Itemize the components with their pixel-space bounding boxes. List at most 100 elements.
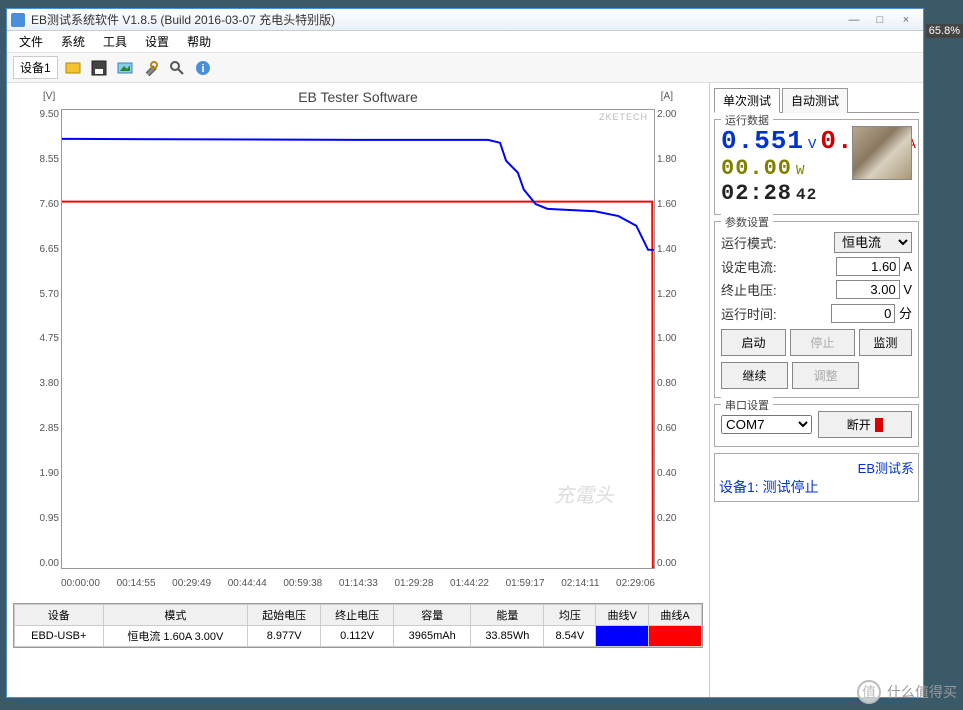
result-table: 设备模式起始电压终止电压容量能量均压曲线V曲线A EBD-USB+ 恒电流 1.… [13, 603, 703, 648]
main-window: EB测试系统软件 V1.8.5 (Build 2016-03-07 充电头特别版… [6, 8, 924, 698]
adjust-button[interactable]: 调整 [792, 362, 859, 389]
svg-text:i: i [201, 63, 204, 75]
chart-panel: EB Tester Software [V] [A] 9.508.557.606… [7, 83, 709, 697]
disconnect-button[interactable]: 断开 [818, 411, 913, 438]
table-header: 容量 [394, 605, 471, 626]
chart-title: EB Tester Software [298, 89, 418, 105]
x-tick: 00:29:49 [172, 578, 211, 589]
yr-tick: 0.40 [657, 468, 685, 479]
run-data-title: 运行数据 [721, 112, 773, 128]
run-time-unit: 分 [899, 306, 912, 321]
end-voltage-unit: V [903, 282, 912, 297]
app-icon [11, 13, 25, 27]
overlay-badge: 65.8% [926, 24, 963, 38]
image-icon[interactable] [114, 57, 136, 79]
run-data-group: 运行数据 0.551 V 0.000 A 00.00 W 02:28 42 [714, 119, 919, 215]
tools-icon[interactable] [140, 57, 162, 79]
menubar: 文件 系统 工具 设置 帮助 [7, 31, 923, 53]
cell-avgv: 8.54V [544, 626, 596, 647]
device-tab[interactable]: 设备1 [13, 56, 58, 79]
set-current-unit: A [903, 259, 912, 274]
table-header: 均压 [544, 605, 596, 626]
menu-settings[interactable]: 设置 [137, 31, 177, 52]
footer-logo: 值 什么值得买 [857, 680, 957, 704]
param-group: 参数设置 运行模式: 恒电流 设定电流: A 终止电压: V 运行时间: 分 [714, 221, 919, 398]
serial-title: 串口设置 [721, 397, 773, 413]
start-button[interactable]: 启动 [721, 329, 786, 356]
info-icon[interactable]: i [192, 57, 214, 79]
time-sec: 42 [796, 186, 817, 204]
yl-tick: 1.90 [31, 468, 59, 479]
cat-image [852, 126, 912, 180]
x-tick: 00:44:44 [228, 578, 267, 589]
cell-capacity: 3965mAh [394, 626, 471, 647]
yr-tick: 0.60 [657, 423, 685, 434]
power-readout: 00.00 [721, 156, 792, 181]
titlebar[interactable]: EB测试系统软件 V1.8.5 (Build 2016-03-07 充电头特别版… [7, 9, 923, 31]
table-header: 能量 [471, 605, 544, 626]
status-line: 设备1: 测试停止 [719, 477, 914, 497]
cell-curve-v [596, 626, 649, 647]
maximize-button[interactable]: □ [867, 11, 893, 29]
toolbar: 设备1 i [7, 53, 923, 83]
minimize-button[interactable]: — [841, 11, 867, 29]
window-title: EB测试系统软件 V1.8.5 (Build 2016-03-07 充电头特别版… [31, 11, 335, 28]
cell-endv: 0.112V [321, 626, 394, 647]
x-tick: 00:59:38 [283, 578, 322, 589]
cell-startv: 8.977V [248, 626, 321, 647]
menu-system[interactable]: 系统 [53, 31, 93, 52]
yr-tick: 1.20 [657, 289, 685, 300]
run-time-label: 运行时间: [721, 304, 777, 323]
mode-select[interactable]: 恒电流 [834, 232, 912, 253]
end-voltage-input[interactable] [836, 280, 900, 299]
tab-auto-test[interactable]: 自动测试 [782, 88, 848, 113]
yr-tick: 2.00 [657, 109, 685, 120]
yl-tick: 7.60 [31, 199, 59, 210]
voltage-readout: 0.551 [721, 126, 804, 156]
table-header: 起始电压 [248, 605, 321, 626]
power-unit: W [796, 163, 804, 179]
table-header: 曲线A [649, 605, 702, 626]
voltage-unit: V [808, 137, 816, 153]
yl-tick: 0.95 [31, 513, 59, 524]
monitor-button[interactable]: 监测 [859, 329, 912, 356]
cell-mode: 恒电流 1.60A 3.00V [103, 626, 248, 647]
x-tick: 00:00:00 [61, 578, 100, 589]
yr-tick: 1.60 [657, 199, 685, 210]
watermark-zketech: ZKETECH [599, 112, 648, 122]
x-tick: 01:29:28 [394, 578, 433, 589]
x-tick: 01:59:17 [506, 578, 545, 589]
close-button[interactable]: × [893, 11, 919, 29]
table-header: 模式 [103, 605, 248, 626]
com-port-select[interactable]: COM7 [721, 415, 812, 434]
open-icon[interactable] [62, 57, 84, 79]
table-header: 终止电压 [321, 605, 394, 626]
plot-area: ZKETECH 充電头 [61, 109, 655, 569]
yl-tick: 3.80 [31, 378, 59, 389]
menu-help[interactable]: 帮助 [179, 31, 219, 52]
yl-tick: 0.00 [31, 558, 59, 569]
y-right-unit: [A] [661, 91, 673, 102]
yr-tick: 1.40 [657, 244, 685, 255]
menu-tool[interactable]: 工具 [95, 31, 135, 52]
x-tick: 01:44:22 [450, 578, 489, 589]
serial-group: 串口设置 COM7 断开 [714, 404, 919, 447]
footer-logo-icon: 值 [857, 680, 881, 704]
continue-button[interactable]: 继续 [721, 362, 788, 389]
save-icon[interactable] [88, 57, 110, 79]
x-tick: 02:14:11 [561, 578, 599, 589]
yr-tick: 0.20 [657, 513, 685, 524]
set-current-input[interactable] [836, 257, 900, 276]
search-icon[interactable] [166, 57, 188, 79]
yl-tick: 6.65 [31, 244, 59, 255]
table-header: 曲线V [596, 605, 649, 626]
yl-tick: 2.85 [31, 423, 59, 434]
x-tick: 00:14:55 [117, 578, 156, 589]
tab-single-test[interactable]: 单次测试 [714, 88, 780, 113]
cell-curve-a [649, 626, 702, 647]
status-title: EB测试系 [719, 458, 914, 477]
menu-file[interactable]: 文件 [11, 31, 51, 52]
yl-tick: 5.70 [31, 289, 59, 300]
stop-button[interactable]: 停止 [790, 329, 855, 356]
run-time-input[interactable] [831, 304, 895, 323]
